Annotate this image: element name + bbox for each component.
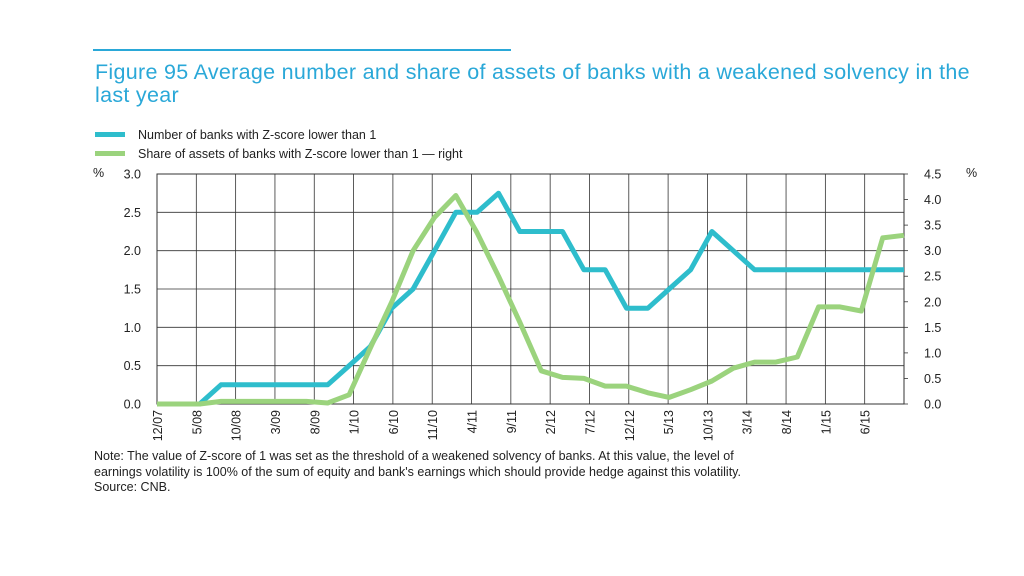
chart-title: Figure 95 Average number and share of as… [95, 60, 970, 107]
left-axis-tick-label: 0.5 [124, 359, 141, 373]
right-axis-tick-label: 4.5 [924, 168, 941, 182]
x-axis-tick-label: 5/08 [190, 410, 204, 434]
note-line: earnings volatility is 100% of the sum o… [94, 464, 741, 479]
x-axis-tick-label: 5/13 [662, 410, 676, 434]
x-axis-tick-label: 1/15 [819, 410, 833, 434]
right-axis-tick-label: 0.5 [924, 372, 941, 386]
x-axis-tick-label: 6/10 [387, 410, 401, 434]
x-axis-tick-label: 11/10 [426, 410, 440, 440]
title-rule [93, 49, 511, 51]
right-axis-tick-label: 2.5 [924, 270, 941, 284]
left-axis-tick-label: 1.0 [124, 321, 141, 335]
x-axis-tick-label: 12/07 [151, 410, 165, 441]
x-axis-tick-label: 10/13 [701, 410, 715, 441]
legend-label-right: Share of assets of banks with Z-score lo… [138, 146, 463, 161]
right-axis-tick-label: 0.0 [924, 398, 941, 412]
legend-item-right: Share of assets of banks with Z-score lo… [95, 144, 462, 163]
note-line: Source: CNB. [94, 480, 171, 494]
x-axis-tick-label: 12/12 [623, 410, 637, 441]
series-line-share-of-assets [157, 193, 905, 407]
legend-swatch-right [95, 151, 125, 156]
right-axis-tick-label: 3.0 [924, 244, 941, 258]
plot-frame [156, 173, 905, 405]
left-axis-tick-label: 1.5 [124, 283, 141, 297]
left-axis-tick-label: 2.5 [124, 206, 141, 220]
x-axis-tick-label: 3/09 [269, 410, 283, 434]
x-axis-tick-label: 1/10 [348, 410, 362, 434]
legend: Number of banks with Z-score lower than … [95, 125, 462, 163]
right-axis-tick-label: 2.0 [924, 295, 941, 309]
x-axis-tick-label: 6/15 [859, 410, 873, 434]
x-axis-tick-label: 3/14 [741, 410, 755, 434]
x-axis-tick-label: 4/11 [466, 410, 480, 433]
right-axis-unit: % [966, 166, 978, 180]
legend-item-left: Number of banks with Z-score lower than … [95, 125, 462, 144]
right-axis-tick-label: 1.5 [924, 321, 941, 335]
left-axis-unit: % [93, 166, 105, 180]
legend-swatch-left [95, 132, 125, 137]
right-axis-tick-label: 4.0 [924, 193, 941, 207]
x-axis-tick-label: 10/08 [230, 410, 244, 441]
right-axis-tick-label: 1.0 [924, 346, 941, 360]
x-axis-tick-label: 8/09 [308, 410, 322, 434]
x-axis-tick-label: 2/12 [544, 410, 558, 434]
note-line: Note: The value of Z-score of 1 was set … [94, 449, 734, 463]
left-axis-tick-label: 0.0 [124, 398, 141, 412]
note: Note: The value of Z-score of 1 was set … [94, 449, 974, 496]
x-axis-tick-label: 8/14 [780, 410, 794, 434]
right-axis-tick-label: 3.5 [924, 219, 941, 233]
left-axis-tick-label: 3.0 [124, 168, 141, 182]
legend-label-left: Number of banks with Z-score lower than … [138, 127, 377, 142]
x-axis-tick-label: 9/11 [505, 410, 519, 433]
x-axis-tick-label: 7/12 [583, 410, 597, 434]
series-line-number-of-banks [157, 190, 904, 407]
left-axis-tick-label: 2.0 [124, 244, 141, 258]
